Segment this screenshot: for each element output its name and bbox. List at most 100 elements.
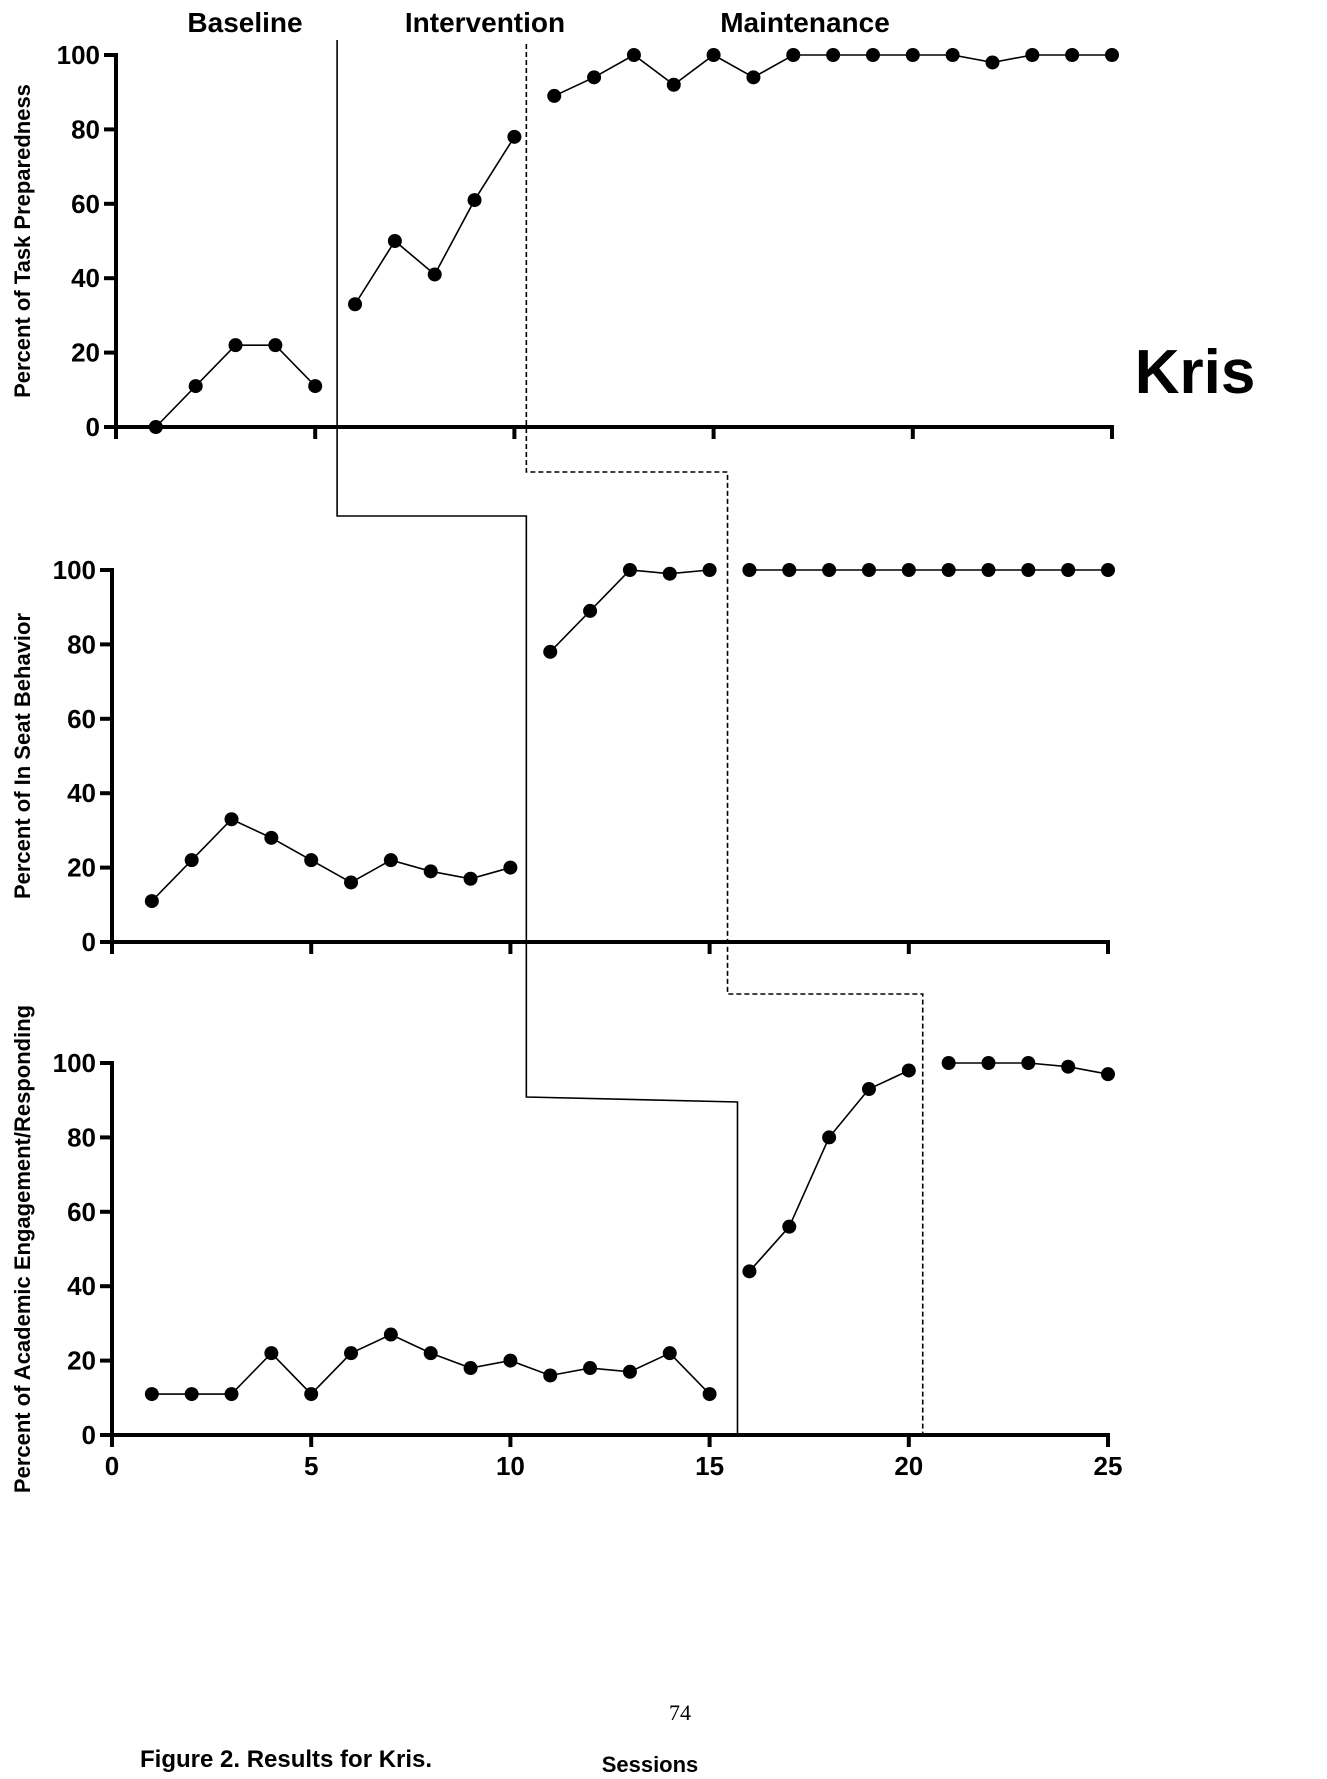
y-tick-label: 100 xyxy=(53,1048,96,1078)
data-point xyxy=(782,563,796,577)
y-tick-label: 20 xyxy=(71,338,100,368)
y-tick-label: 0 xyxy=(86,412,100,442)
chart-panel-3: 0 20 40 60 80 100 0 5 10 15 20 25 Percent of Academi… xyxy=(10,1005,1122,1493)
series-line-2 xyxy=(749,1070,908,1271)
data-point xyxy=(663,1346,677,1360)
data-point xyxy=(742,1264,756,1278)
data-point xyxy=(822,563,836,577)
data-point xyxy=(185,1387,199,1401)
participant-name: Kris xyxy=(1135,338,1256,407)
data-point xyxy=(229,338,243,352)
data-point xyxy=(268,338,282,352)
data-point xyxy=(1061,563,1075,577)
data-point xyxy=(264,1346,278,1360)
data-point xyxy=(1061,1060,1075,1074)
data-point xyxy=(1101,1067,1115,1081)
series-line-1 xyxy=(152,819,511,901)
data-point xyxy=(145,1387,159,1401)
maintenance-phase-line xyxy=(526,44,922,1435)
data-point xyxy=(464,1361,478,1375)
data-point xyxy=(623,563,637,577)
page-number: 74 xyxy=(650,1700,710,1726)
data-point xyxy=(786,48,800,62)
x-tick-label: 25 xyxy=(1094,1451,1123,1481)
data-point xyxy=(503,861,517,875)
data-point xyxy=(225,812,239,826)
data-point xyxy=(902,1063,916,1077)
x-tick-label: 5 xyxy=(304,1451,318,1481)
y-tick-label: 100 xyxy=(57,40,100,70)
x-tick-label: 0 xyxy=(105,1451,119,1481)
y-tick-label: 60 xyxy=(67,704,96,734)
y-tick-label: 0 xyxy=(82,927,96,957)
data-point xyxy=(942,1056,956,1070)
y-tick-label: 20 xyxy=(67,1346,96,1376)
y-tick-label: 80 xyxy=(67,1122,96,1152)
y-tick-label: 60 xyxy=(71,189,100,219)
data-point xyxy=(862,1082,876,1096)
data-point xyxy=(547,89,561,103)
data-point xyxy=(1105,48,1119,62)
data-point xyxy=(862,563,876,577)
intervention-phase-line xyxy=(337,40,737,1435)
series-line-2 xyxy=(550,570,709,652)
data-point xyxy=(742,563,756,577)
x-tick-label: 20 xyxy=(894,1451,923,1481)
data-point xyxy=(145,894,159,908)
y-axis-title: Percent of In Seat Behavior xyxy=(10,613,35,900)
x-tick-label: 15 xyxy=(695,1451,724,1481)
data-point xyxy=(348,297,362,311)
data-point xyxy=(384,1328,398,1342)
data-point xyxy=(782,1220,796,1234)
data-point xyxy=(304,853,318,867)
y-tick-label: 40 xyxy=(67,1271,96,1301)
data-point xyxy=(344,1346,358,1360)
data-point xyxy=(225,1387,239,1401)
data-point xyxy=(703,563,717,577)
y-tick-label: 60 xyxy=(67,1197,96,1227)
data-point xyxy=(587,70,601,84)
data-point xyxy=(1021,563,1035,577)
data-point xyxy=(985,55,999,69)
phase-label-intervention: Intervention xyxy=(405,7,565,38)
data-point xyxy=(388,234,402,248)
y-tick-label: 40 xyxy=(67,778,96,808)
chart-panel-1: 0 20 40 60 80 100 Percent of Task Preparedness xyxy=(10,40,1119,442)
data-point xyxy=(946,48,960,62)
data-point xyxy=(384,853,398,867)
data-point xyxy=(667,78,681,92)
data-point xyxy=(503,1354,517,1368)
data-point xyxy=(428,267,442,281)
data-point xyxy=(468,193,482,207)
data-point xyxy=(707,48,721,62)
y-tick-label: 80 xyxy=(71,114,100,144)
data-point xyxy=(866,48,880,62)
x-tick-label: 10 xyxy=(496,1451,525,1481)
series-line-1 xyxy=(156,345,315,427)
data-point xyxy=(543,645,557,659)
data-point xyxy=(822,1130,836,1144)
phase-label-maintenance: Maintenance xyxy=(720,7,890,38)
data-point xyxy=(746,70,760,84)
data-point xyxy=(543,1368,557,1382)
data-point xyxy=(1025,48,1039,62)
data-point xyxy=(583,604,597,618)
y-tick-label: 0 xyxy=(82,1420,96,1450)
data-point xyxy=(981,1056,995,1070)
data-point xyxy=(185,853,199,867)
data-point xyxy=(1101,563,1115,577)
y-tick-label: 80 xyxy=(67,629,96,659)
data-point xyxy=(663,567,677,581)
data-point xyxy=(308,379,322,393)
chart-panel-2: 0 20 40 60 80 100 Percent of In Seat Behavior xyxy=(10,555,1115,957)
data-point xyxy=(424,1346,438,1360)
data-point xyxy=(149,420,163,434)
data-point xyxy=(507,130,521,144)
x-axis-title: Sessions xyxy=(602,1752,699,1777)
data-point xyxy=(826,48,840,62)
y-tick-label: 20 xyxy=(67,853,96,883)
data-point xyxy=(1021,1056,1035,1070)
data-point xyxy=(304,1387,318,1401)
